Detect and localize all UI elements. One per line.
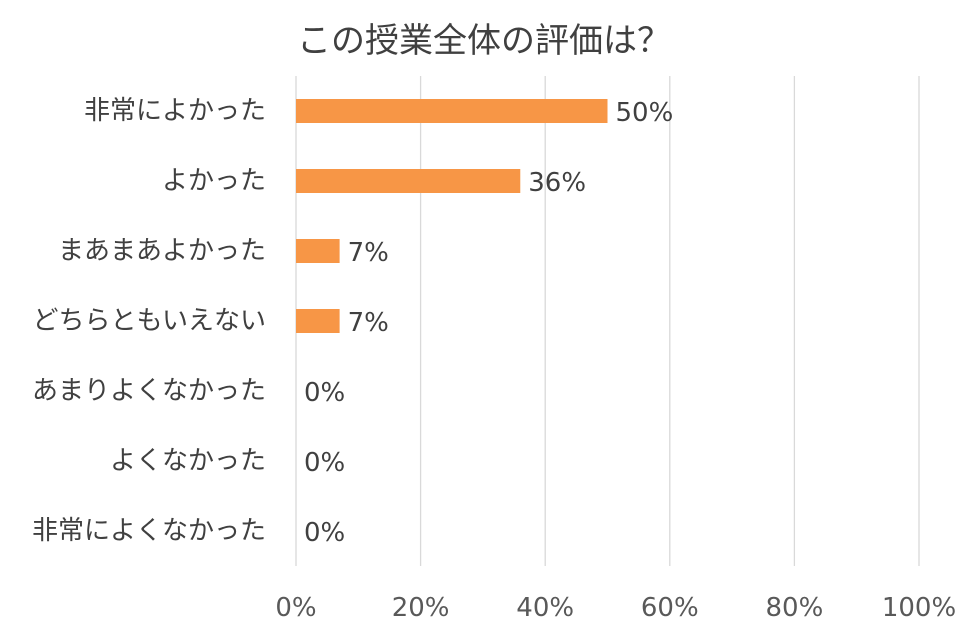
gridlines: [295, 76, 920, 566]
data-label: 36%: [528, 168, 586, 198]
data-label: 0%: [304, 448, 345, 478]
x-tick-label: 60%: [641, 593, 699, 623]
category-label: 非常によかった: [84, 96, 266, 126]
bars: [296, 99, 608, 333]
bar: [296, 169, 521, 193]
category-label: どちらともいえない: [33, 306, 266, 336]
data-labels: 50% 36% 7% 7% 0% 0% 0%: [304, 98, 673, 548]
x-tick-label: 20%: [392, 593, 450, 623]
bar: [296, 309, 340, 333]
chart-title: この授業全体の評価は？: [297, 21, 671, 61]
bar: [296, 239, 340, 263]
data-label: 0%: [304, 378, 345, 408]
category-labels: 非常によかったよかったまあまあよかったどちらともいえないあまりよくなかったよくな…: [32, 96, 266, 546]
data-label: 7%: [348, 238, 389, 268]
x-axis-ticks: 0% 20% 40% 60% 80% 100%: [275, 593, 956, 623]
category-label: よくなかった: [110, 446, 266, 476]
x-tick-label: 0%: [275, 593, 316, 623]
category-label: 非常によくなかった: [32, 516, 266, 546]
data-label: 7%: [348, 308, 389, 338]
x-tick-label: 80%: [766, 593, 824, 623]
x-tick-label: 40%: [516, 593, 574, 623]
bar: [296, 99, 608, 123]
x-tick-label: 100%: [882, 593, 956, 623]
category-label: あまりよくなかった: [32, 376, 266, 406]
category-label: よかった: [162, 166, 266, 196]
data-label: 50%: [616, 98, 674, 128]
category-label: まあまあよかった: [58, 236, 266, 266]
data-label: 0%: [304, 518, 345, 548]
